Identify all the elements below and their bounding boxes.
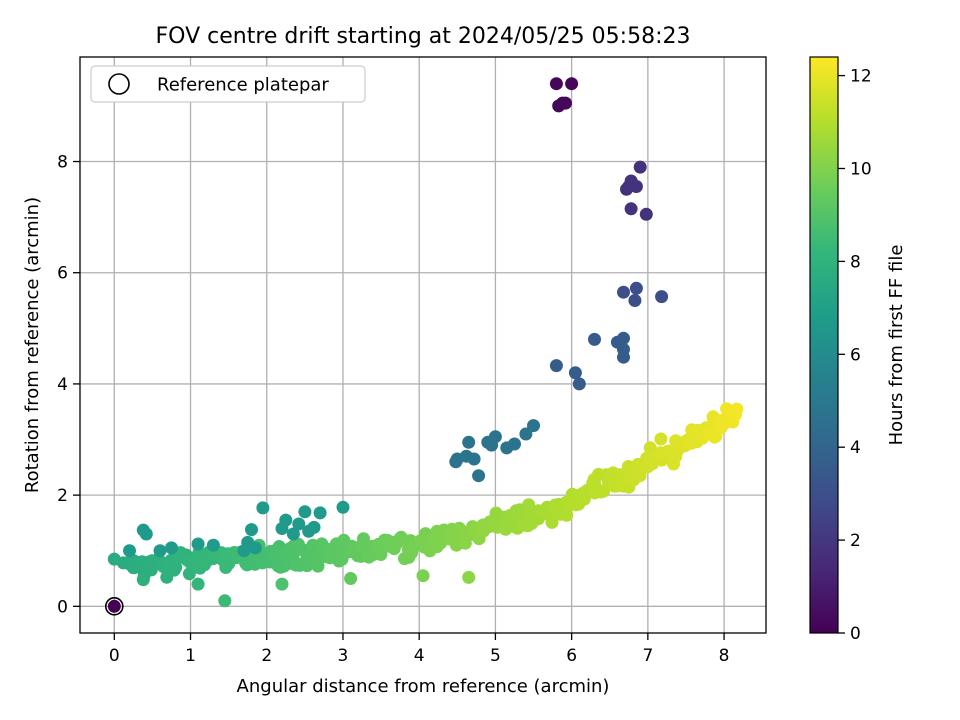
data-point [462, 570, 476, 584]
x-tick-label: 2 [261, 646, 272, 666]
y-axis-label: Rotation from reference (arcmin) [22, 197, 43, 493]
data-point [549, 77, 563, 91]
data-point [617, 350, 630, 364]
data-point [545, 515, 559, 529]
data-point [626, 177, 640, 191]
data-point [572, 377, 586, 391]
data-point [617, 331, 630, 345]
x-tick-label: 3 [338, 646, 349, 666]
data-point [153, 544, 167, 558]
colorbar-tick-label: 12 [850, 67, 872, 87]
x-tick-label: 8 [719, 646, 730, 666]
chart-title: FOV centre drift starting at 2024/05/25 … [156, 24, 691, 49]
data-point [286, 527, 300, 541]
data-point [617, 285, 630, 299]
data-point [107, 552, 121, 566]
data-point [568, 366, 582, 380]
data-point [336, 500, 350, 514]
data-point [248, 541, 262, 555]
x-axis-label: Angular distance from reference (arcmin) [237, 676, 610, 697]
data-point [488, 430, 502, 444]
data-point [344, 572, 358, 585]
legend-marker-icon [108, 73, 130, 95]
data-point [191, 537, 205, 551]
data-point [139, 527, 153, 541]
colorbar-tick-label: 10 [850, 159, 872, 179]
data-point [462, 435, 476, 449]
x-tick-label: 0 [109, 646, 120, 666]
data-point [449, 455, 463, 469]
colorbar-ticks: 0 2 4 6 8 10 12 [838, 67, 872, 644]
legend-label: Reference platepar [157, 75, 329, 96]
data-point [624, 202, 638, 216]
data-point [628, 294, 642, 307]
data-point [708, 430, 721, 444]
x-tick-label: 7 [642, 646, 653, 666]
data-point [416, 569, 430, 583]
colorbar-tick-label: 6 [850, 345, 861, 365]
colorbar-tick-label: 4 [850, 438, 861, 458]
data-point [275, 577, 289, 591]
data-point [245, 523, 258, 537]
data-point [182, 567, 196, 581]
data-point [307, 520, 321, 534]
grid-lines [80, 57, 766, 633]
x-axis-ticks: 0 1 2 3 4 5 6 7 8 [109, 633, 730, 666]
data-point [472, 469, 486, 483]
data-point [123, 544, 136, 558]
y-tick-label: 8 [57, 153, 68, 173]
y-axis-ticks: 0 2 4 6 8 [57, 153, 80, 617]
data-point [633, 160, 647, 174]
data-point [594, 485, 608, 499]
reference-platepar-marker [105, 597, 124, 616]
data-point [560, 508, 574, 522]
data-point [559, 96, 572, 110]
data-point [291, 537, 305, 551]
data-point [629, 281, 643, 295]
x-tick-label: 1 [185, 646, 196, 666]
data-point [655, 290, 669, 304]
colorbar-tick-label: 2 [850, 531, 861, 551]
data-point [730, 402, 744, 416]
data-point [191, 577, 205, 591]
data-point [136, 573, 150, 587]
plot-frame [79, 56, 767, 634]
data-point [206, 538, 220, 552]
data-point [313, 506, 327, 520]
data-point [508, 437, 521, 451]
data-points [107, 77, 744, 613]
colorbar-tick-label: 0 [850, 624, 861, 644]
data-point [165, 541, 178, 555]
data-point [549, 359, 563, 373]
colorbar-label: Hours from first FF file [886, 245, 907, 446]
data-point [639, 207, 653, 221]
y-tick-label: 6 [57, 264, 68, 284]
data-point [107, 599, 121, 613]
data-point [588, 332, 601, 346]
data-point [256, 501, 270, 515]
legend-box [90, 65, 366, 103]
y-tick-label: 0 [57, 597, 68, 617]
colorbar [809, 56, 839, 634]
legend: Reference platepar [90, 65, 366, 103]
y-tick-label: 4 [57, 375, 68, 395]
data-point [519, 427, 533, 441]
colorbar-tick-label: 8 [850, 252, 861, 272]
data-point [218, 594, 232, 608]
x-tick-label: 5 [490, 646, 501, 666]
data-point [527, 419, 540, 433]
data-point [298, 505, 312, 519]
data-point [467, 452, 481, 466]
x-tick-label: 4 [414, 646, 425, 666]
data-point [292, 517, 306, 531]
y-tick-label: 2 [57, 486, 68, 506]
data-point [275, 522, 289, 535]
data-point [654, 432, 668, 446]
x-tick-label: 6 [566, 646, 577, 666]
data-point [565, 77, 579, 91]
